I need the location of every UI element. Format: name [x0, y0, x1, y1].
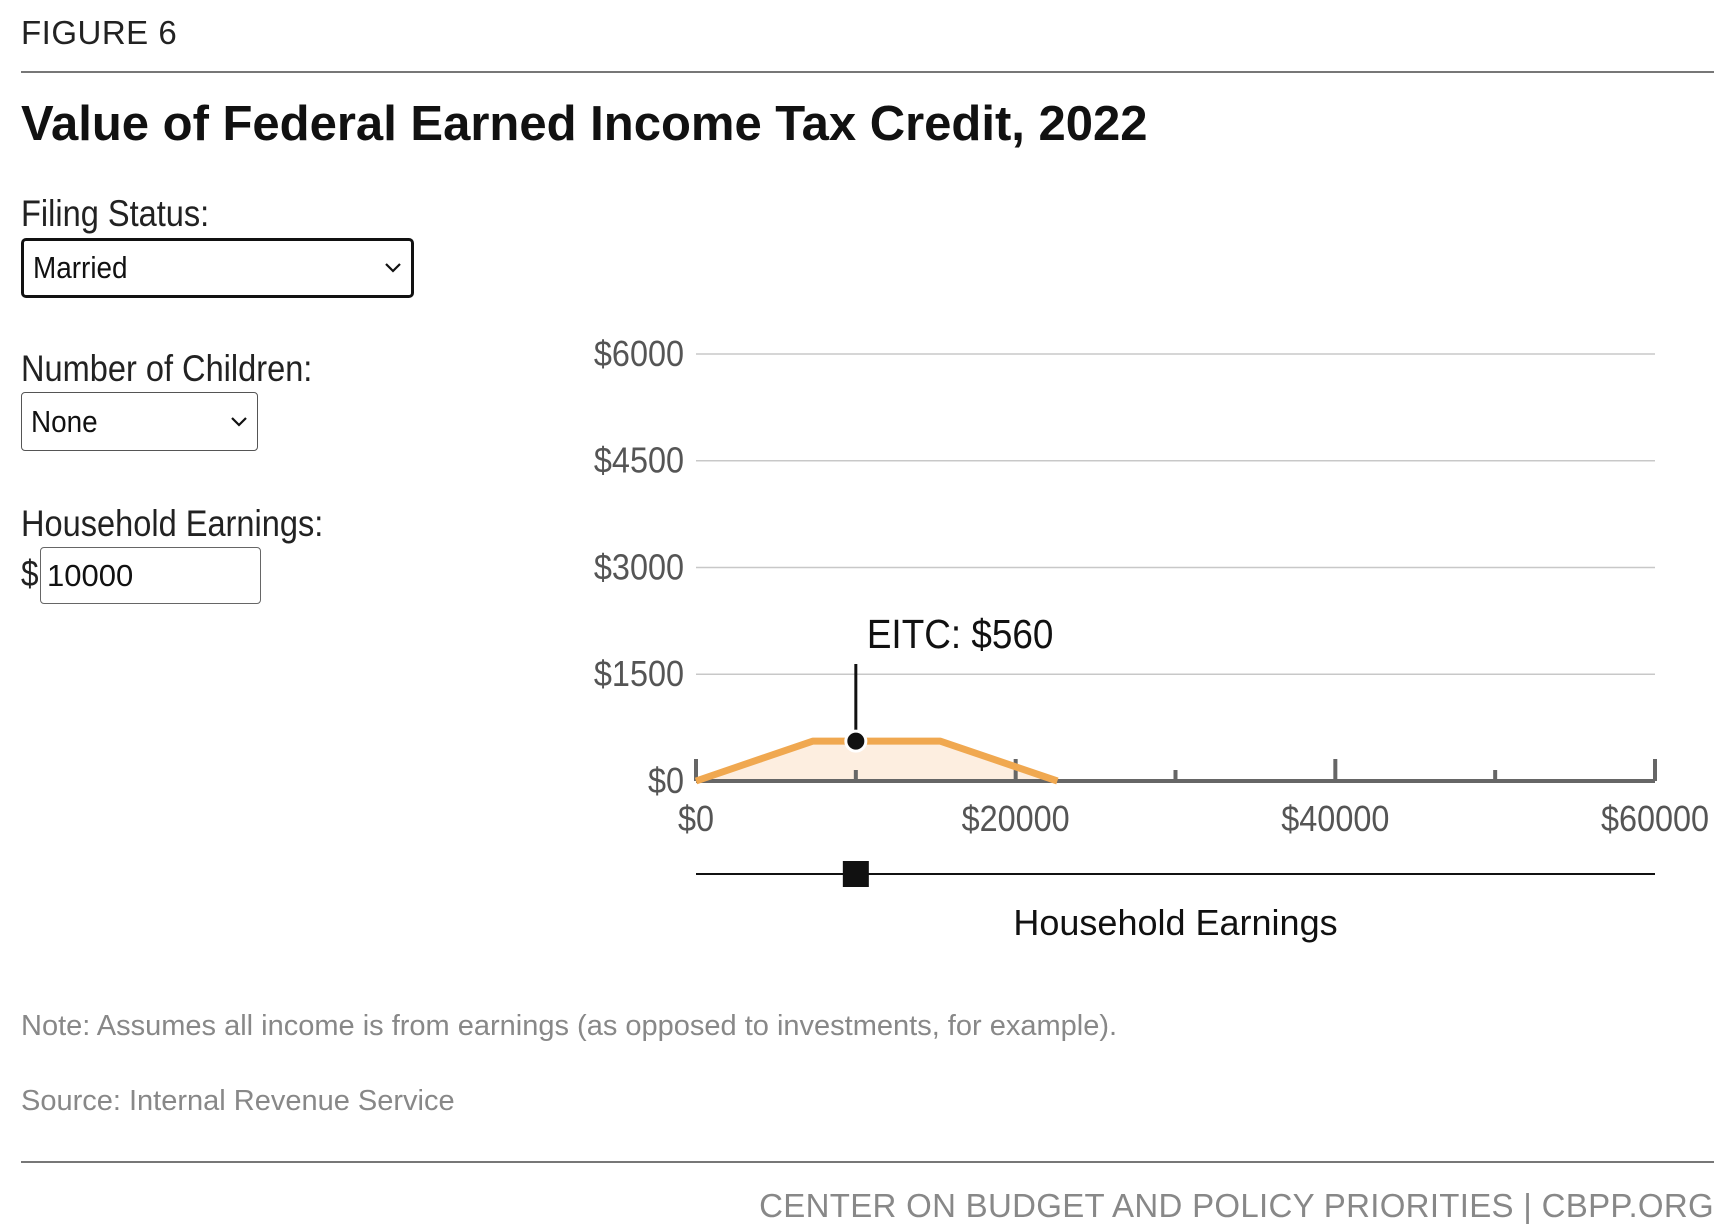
filing-status-select[interactable]: Married [21, 238, 414, 298]
figure-label: FIGURE 6 [21, 14, 178, 51]
chart-note: Note: Assumes all income is from earning… [21, 1010, 1118, 1042]
x-axis-label: Household Earnings [1013, 902, 1337, 943]
children-value: None [31, 403, 98, 439]
chevron-down-icon [221, 416, 257, 428]
eitc-chart: $0 $1500 $3000 $4500 $6000 $0 $20000 $40000 $600… [594, 334, 1709, 943]
filing-status-label: Filing Status: [21, 193, 210, 234]
x-tick-label: $60000 [1601, 799, 1709, 839]
eitc-marker-point [844, 729, 868, 753]
y-tick-label: $3000 [594, 548, 684, 588]
y-tick-label: $4500 [594, 441, 684, 481]
top-divider [21, 71, 1714, 73]
x-tick-label: $0 [678, 799, 714, 839]
earnings-label: Household Earnings: [21, 503, 324, 544]
y-tick-label: $1500 [594, 655, 684, 695]
earnings-input[interactable] [40, 547, 261, 604]
x-tick-label: $20000 [962, 799, 1070, 839]
x-tick-label: $40000 [1281, 799, 1389, 839]
eitc-marker-label: EITC: $560 [867, 612, 1054, 657]
chevron-down-icon [375, 262, 411, 274]
children-select[interactable]: None [21, 392, 258, 451]
y-tick-label: $6000 [594, 334, 684, 374]
currency-symbol: $ [21, 553, 39, 594]
earnings-slider-handle[interactable] [842, 861, 869, 887]
filing-status-value: Married [33, 250, 128, 285]
bottom-divider [21, 1161, 1714, 1163]
eitc-line [694, 737, 1059, 785]
children-label: Number of Children: [21, 348, 313, 389]
footer-credit: CENTER ON BUDGET AND POLICY PRIORITIES |… [759, 1187, 1714, 1224]
chart-title: Value of Federal Earned Income Tax Credi… [21, 97, 1148, 151]
chart-source: Source: Internal Revenue Service [21, 1085, 455, 1117]
y-tick-label: $0 [648, 761, 684, 801]
